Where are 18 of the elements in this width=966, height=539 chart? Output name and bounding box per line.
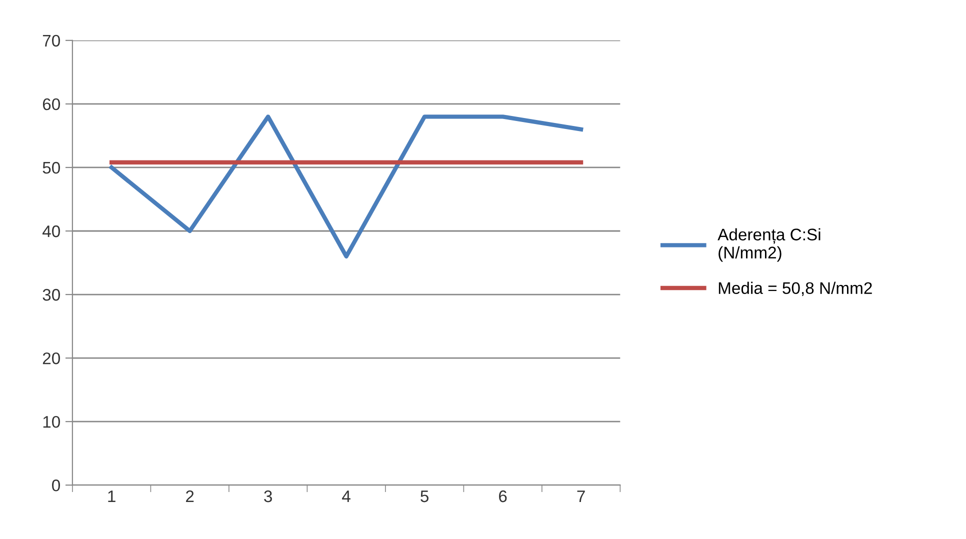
legend-label: Aderența C:Si (N/mm2) (718, 228, 820, 262)
line-series (109, 114, 584, 258)
x-tick-label: 5 (420, 490, 428, 502)
x-tick-label: 7 (577, 490, 585, 502)
x-tick-label: 6 (499, 490, 507, 502)
y-tick-label: 60 (42, 98, 60, 110)
x-tick-label: 3 (264, 490, 272, 502)
y-tick-label: 20 (42, 352, 60, 364)
y-tick-label: 0 (52, 480, 60, 492)
y-tick-label: 50 (42, 162, 60, 174)
legend-label: Media = 50,8 N/mm2 (718, 282, 872, 296)
y-tick-label: 40 (42, 225, 60, 238)
x-tick-label: 4 (342, 490, 350, 502)
x-tick-label: 2 (186, 490, 194, 502)
x-tick-label: 1 (108, 490, 116, 502)
y-tick-label: 70 (42, 34, 60, 47)
y-tick-label: 30 (42, 288, 60, 301)
y-tick-label: 10 (43, 416, 60, 428)
